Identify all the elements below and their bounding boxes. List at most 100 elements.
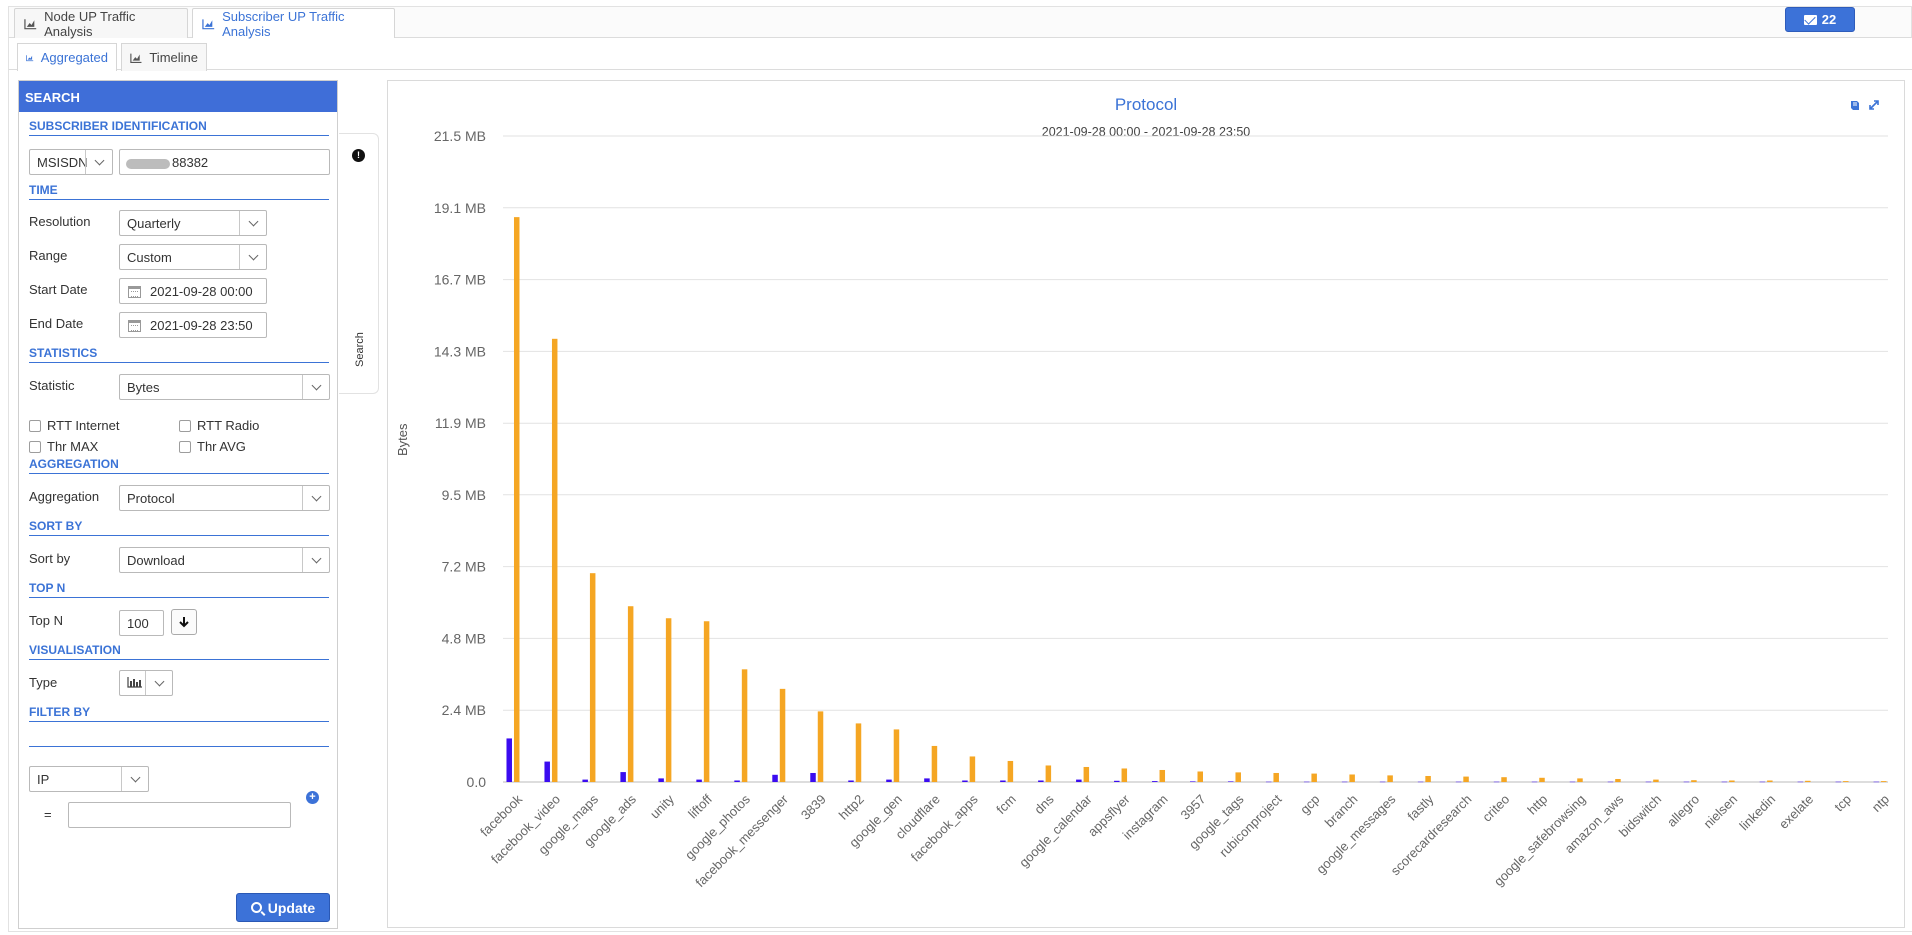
chevron-down-icon	[302, 486, 329, 510]
section-filter-by: FILTER BY	[29, 705, 329, 722]
tab-timeline[interactable]: Timeline	[121, 43, 207, 71]
chevron-down-icon	[302, 548, 329, 572]
start-date-input[interactable]: 2021-09-28 00:00	[119, 278, 267, 304]
msisdn-input[interactable]: 88382	[119, 149, 330, 175]
resolution-value: Quarterly	[127, 216, 181, 231]
bar-upload	[848, 780, 854, 782]
calendar-icon	[128, 320, 141, 332]
area-chart-icon	[24, 18, 37, 29]
bar-upload	[1835, 781, 1842, 783]
bar-upload	[582, 779, 588, 782]
resolution-select[interactable]: Quarterly	[119, 210, 267, 236]
y-tick-label: 0.0	[467, 774, 487, 790]
tab-node-up-traffic[interactable]: Node UP Traffic Analysis	[14, 8, 188, 39]
equals-label: =	[44, 807, 52, 822]
tab-label: Timeline	[149, 50, 198, 65]
filter-field-select[interactable]: IP	[29, 766, 149, 792]
sort-by-select[interactable]: Download	[119, 547, 330, 573]
area-chart-icon	[130, 53, 142, 63]
expand-icon[interactable]	[1868, 99, 1880, 111]
chevron-down-icon	[302, 375, 329, 399]
x-tick-label: nielsen	[1701, 792, 1741, 832]
id-type-value: MSISDN	[37, 155, 88, 170]
bar-download	[855, 723, 862, 782]
bar-download	[1387, 775, 1393, 782]
info-icon: !	[352, 149, 365, 162]
filter-value-input[interactable]	[68, 802, 291, 828]
checkbox-label: Thr MAX	[47, 439, 99, 454]
tab-aggregated[interactable]: Aggregated	[17, 43, 117, 71]
x-tick-label: bidswitch	[1616, 792, 1664, 840]
messages-button[interactable]: 22	[1785, 7, 1855, 32]
y-tick-label: 14.3 MB	[434, 343, 486, 359]
section-statistics: STATISTICS	[29, 346, 329, 363]
rtt-internet-checkbox[interactable]: RTT Internet	[29, 418, 120, 433]
bar-download	[1349, 774, 1355, 782]
bar-download	[665, 618, 672, 782]
bar-download	[1805, 780, 1811, 782]
bar-upload	[1379, 781, 1386, 783]
bar-upload	[1455, 781, 1462, 783]
book-icon[interactable]	[1849, 99, 1861, 111]
bar-upload	[1721, 781, 1728, 783]
bar-download	[817, 711, 824, 782]
bar-download	[779, 688, 786, 782]
thr-max-checkbox[interactable]: Thr MAX	[29, 439, 98, 454]
checkbox-label: Thr AVG	[197, 439, 246, 454]
bar-upload	[962, 780, 968, 782]
update-button[interactable]: Update	[236, 893, 330, 922]
bar-upload	[1607, 781, 1614, 783]
tab-subscriber-up-traffic[interactable]: Subscriber UP Traffic Analysis	[192, 8, 395, 39]
range-label: Range	[29, 248, 68, 263]
area-chart-icon	[202, 18, 215, 29]
bar-download	[703, 621, 710, 782]
bar-download	[1463, 776, 1469, 782]
bar-upload	[1265, 781, 1272, 783]
search-panel-toggle[interactable]: ! Search	[339, 133, 379, 394]
bar-upload	[1190, 781, 1196, 782]
statistic-select[interactable]: Bytes	[119, 374, 330, 400]
x-tick-label: 3839	[798, 792, 829, 823]
x-tick-label: http2	[836, 792, 867, 823]
add-filter-icon[interactable]: +	[306, 791, 319, 804]
section-aggregation: AGGREGATION	[29, 457, 329, 474]
bar-upload	[1569, 781, 1576, 783]
x-tick-label: exelate	[1776, 792, 1816, 832]
statistic-label: Statistic	[29, 378, 75, 393]
section-subscriber-identification: SUBSCRIBER IDENTIFICATION	[29, 119, 329, 136]
end-date-input[interactable]: 2021-09-28 23:50	[119, 312, 267, 338]
top-n-label: Top N	[29, 613, 63, 628]
bar-upload	[544, 761, 550, 782]
top-n-input[interactable]: 100	[119, 610, 164, 636]
resolution-label: Resolution	[29, 214, 91, 229]
rtt-radio-checkbox[interactable]: RTT Radio	[179, 418, 259, 433]
bar-download	[1159, 769, 1166, 782]
top-n-down-button[interactable]	[171, 609, 197, 635]
bar-download	[1235, 772, 1241, 782]
bar-upload	[1417, 781, 1424, 783]
y-tick-label: 16.7 MB	[434, 272, 486, 288]
bar-upload	[1797, 781, 1804, 783]
range-select[interactable]: Custom	[119, 244, 267, 270]
range-value: Custom	[127, 250, 172, 265]
checkbox-box	[29, 440, 41, 453]
statistic-value: Bytes	[127, 380, 160, 395]
bar-upload	[506, 738, 512, 782]
calendar-icon	[128, 286, 141, 298]
bar-download	[1311, 773, 1317, 782]
thr-avg-checkbox[interactable]: Thr AVG	[179, 439, 246, 454]
section-top-n: TOP N	[29, 581, 329, 598]
x-tick-label: http	[1524, 792, 1550, 818]
subtab-bar	[8, 38, 1912, 70]
bar-upload	[1645, 781, 1652, 783]
search-toggle-label: Search	[354, 332, 366, 367]
aggregation-select[interactable]: Protocol	[119, 485, 330, 511]
visualisation-type-select[interactable]	[119, 670, 173, 696]
y-tick-label: 2.4 MB	[442, 702, 486, 718]
messages-count: 22	[1821, 12, 1837, 27]
x-tick-label: gcp	[1297, 792, 1322, 817]
x-tick-label: unity	[647, 791, 677, 821]
bar-download	[513, 217, 520, 782]
id-type-select[interactable]: MSISDN	[29, 149, 113, 175]
bar-upload	[696, 779, 702, 782]
